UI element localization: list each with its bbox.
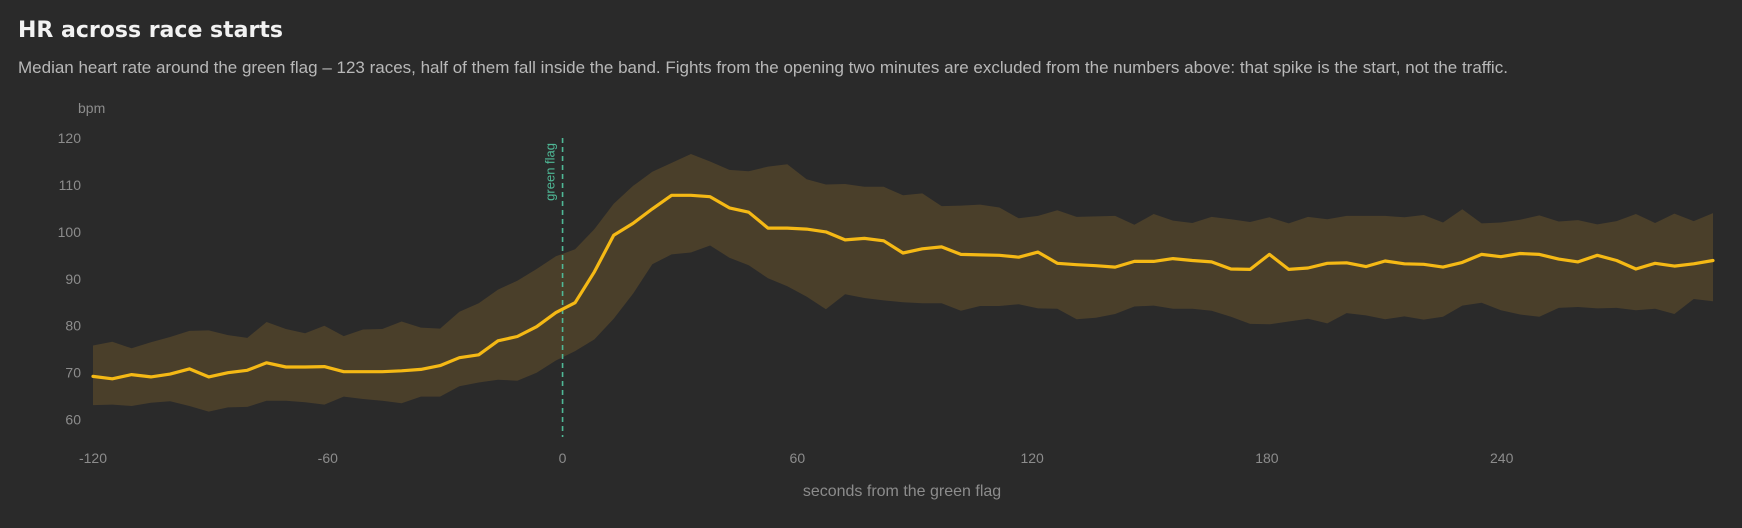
x-tick-label: -120 <box>79 450 107 466</box>
x-tick-label: 120 <box>1020 450 1044 466</box>
y-tick-label: 110 <box>59 177 82 193</box>
y-tick-label: 120 <box>58 130 82 146</box>
y-axis-unit-label: bpm <box>78 100 105 116</box>
y-tick-label: 90 <box>65 271 81 287</box>
x-tick-label: 60 <box>790 450 806 466</box>
iqr-band <box>93 154 1713 412</box>
green-flag-label: green flag <box>543 143 558 201</box>
median-line-layer <box>91 193 1715 381</box>
iqr-band-layer <box>93 154 1713 412</box>
chart-subtitle: Median heart rate around the green flag … <box>18 58 1508 77</box>
x-tick-label: 240 <box>1490 450 1514 466</box>
y-tick-label: 60 <box>65 412 81 428</box>
y-tick-label: 70 <box>65 365 81 381</box>
axis-layer: bpm seconds from the green flag 60 70 80 90… <box>58 100 1514 500</box>
x-axis-label: seconds from the green flag <box>803 483 1001 500</box>
y-tick-label: 100 <box>58 224 82 240</box>
x-tick-label: 180 <box>1255 450 1279 466</box>
chart-title: HR across race starts <box>18 18 283 43</box>
x-tick-label: -60 <box>318 450 338 466</box>
median-line <box>91 193 1715 381</box>
green-flag-marker-layer: green flag <box>543 138 564 437</box>
y-tick-label: 80 <box>65 318 81 334</box>
x-tick-label: 0 <box>559 450 567 466</box>
